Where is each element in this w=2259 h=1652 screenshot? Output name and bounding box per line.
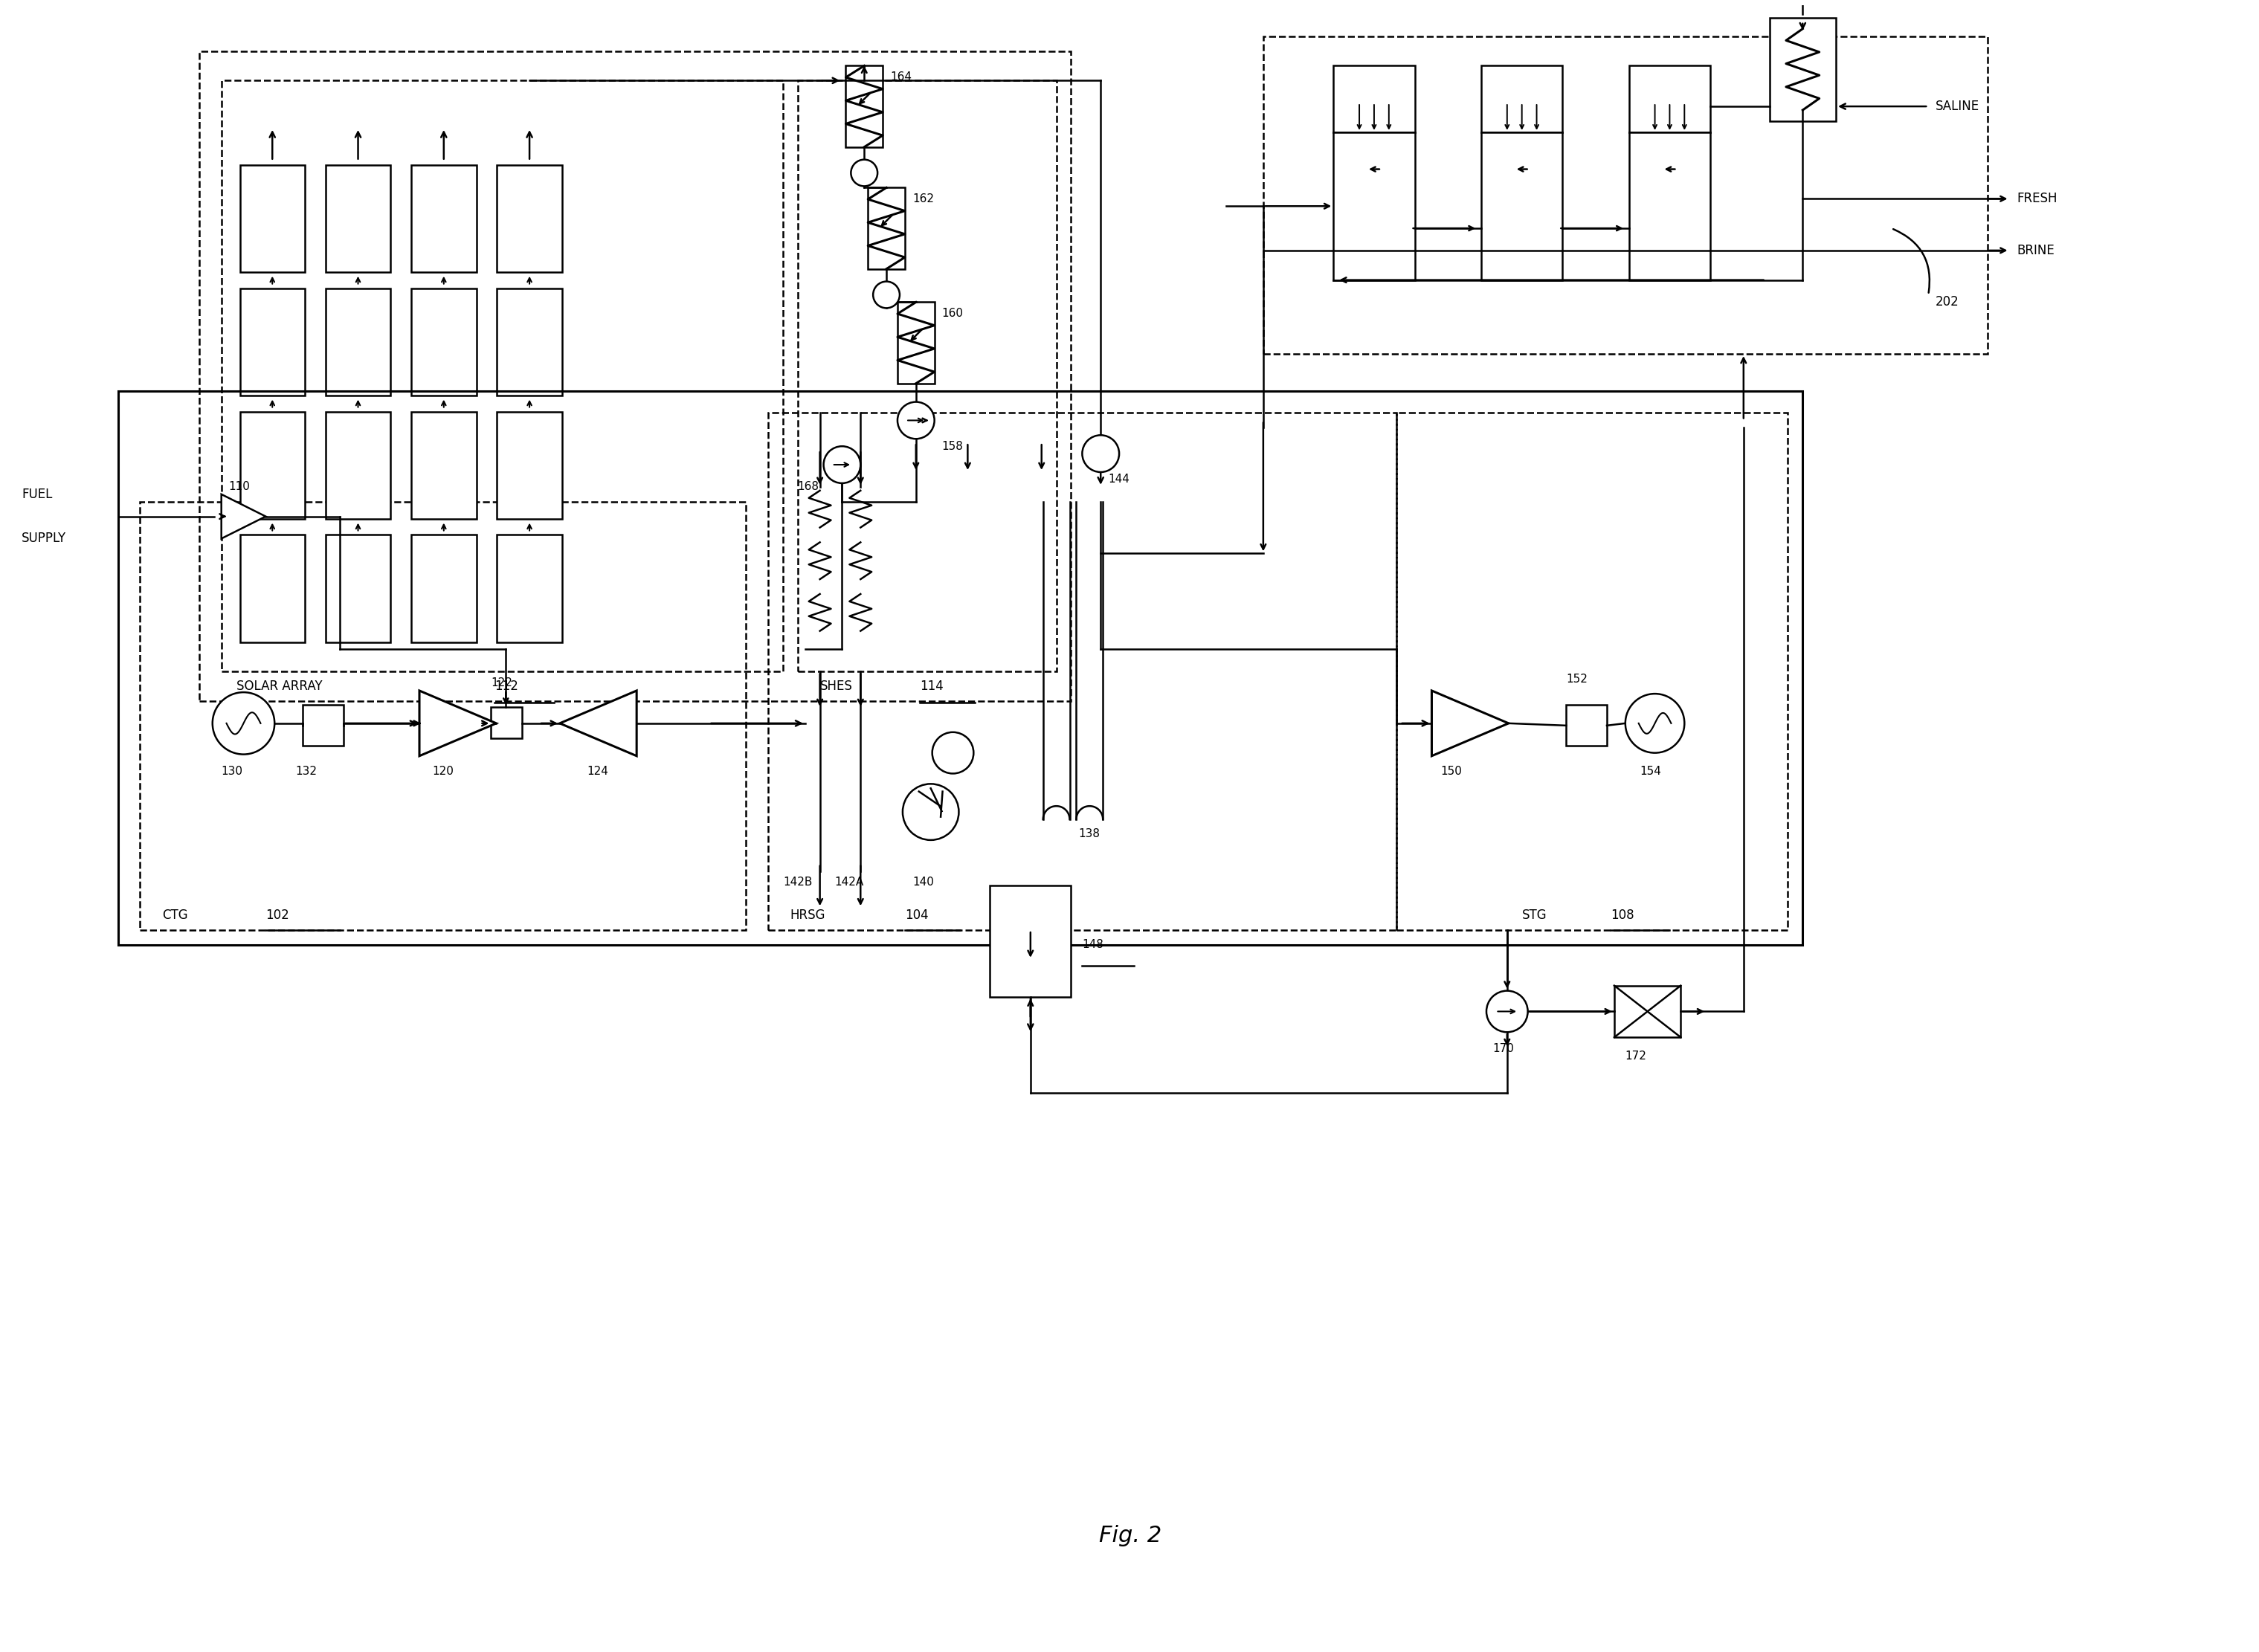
- Bar: [497, 287, 562, 395]
- Text: 108: 108: [1611, 909, 1633, 922]
- Text: FUEL: FUEL: [23, 487, 52, 501]
- Text: 104: 104: [906, 909, 928, 922]
- Bar: [1263, 36, 1988, 354]
- Bar: [239, 411, 305, 519]
- Circle shape: [1082, 434, 1118, 472]
- Text: 202: 202: [1936, 296, 1959, 309]
- Bar: [117, 392, 1803, 945]
- Text: STG: STG: [1523, 909, 1547, 922]
- Bar: [325, 411, 391, 519]
- Bar: [411, 165, 477, 273]
- Bar: [768, 413, 1396, 930]
- Bar: [497, 411, 562, 519]
- Text: 172: 172: [1624, 1051, 1647, 1061]
- Text: SOLAR ARRAY: SOLAR ARRAY: [237, 679, 323, 694]
- Bar: [239, 535, 305, 643]
- Text: FRESH: FRESH: [2017, 192, 2058, 205]
- Polygon shape: [1629, 132, 1710, 279]
- Circle shape: [872, 281, 899, 307]
- Circle shape: [825, 446, 861, 482]
- Text: CTG: CTG: [163, 909, 187, 922]
- Bar: [845, 66, 883, 147]
- Polygon shape: [420, 691, 497, 757]
- Bar: [1333, 66, 1414, 132]
- Bar: [797, 81, 1057, 672]
- Text: 130: 130: [221, 767, 244, 776]
- Text: 124: 124: [587, 767, 608, 776]
- Bar: [303, 705, 343, 745]
- Bar: [1482, 66, 1563, 132]
- Bar: [897, 302, 935, 383]
- Text: 122: 122: [490, 677, 513, 689]
- Text: 170: 170: [1493, 1042, 1514, 1054]
- Bar: [867, 188, 906, 269]
- Polygon shape: [221, 494, 267, 539]
- Polygon shape: [560, 691, 637, 757]
- Polygon shape: [1333, 132, 1414, 279]
- Text: 140: 140: [913, 877, 933, 887]
- Text: 110: 110: [228, 481, 251, 492]
- Bar: [239, 165, 305, 273]
- Text: 114: 114: [919, 679, 944, 694]
- Bar: [325, 165, 391, 273]
- Text: 138: 138: [1078, 829, 1100, 839]
- Text: 160: 160: [942, 307, 962, 319]
- Circle shape: [1486, 991, 1527, 1032]
- Circle shape: [933, 732, 974, 773]
- Text: 120: 120: [431, 767, 454, 776]
- Text: 148: 148: [1082, 940, 1105, 950]
- Text: 150: 150: [1441, 767, 1462, 776]
- Text: 144: 144: [1109, 474, 1130, 486]
- Text: 112: 112: [495, 679, 520, 694]
- Text: SUPPLY: SUPPLY: [23, 532, 66, 545]
- Text: 154: 154: [1640, 767, 1663, 776]
- Text: 132: 132: [296, 767, 316, 776]
- Text: BRINE: BRINE: [2017, 244, 2056, 258]
- Bar: [1396, 413, 1787, 930]
- Text: 142A: 142A: [834, 877, 863, 887]
- Text: Fig. 2: Fig. 2: [1098, 1525, 1161, 1546]
- Circle shape: [212, 692, 276, 755]
- Text: 152: 152: [1565, 674, 1588, 684]
- Polygon shape: [1482, 132, 1563, 279]
- Text: 142B: 142B: [784, 877, 813, 887]
- Text: HRSG: HRSG: [791, 909, 825, 922]
- Bar: [411, 287, 477, 395]
- Bar: [1615, 986, 1681, 1037]
- Bar: [140, 502, 745, 930]
- Text: 162: 162: [913, 193, 933, 205]
- Text: 158: 158: [942, 441, 962, 451]
- Polygon shape: [1432, 691, 1509, 757]
- Bar: [490, 707, 522, 738]
- Text: 164: 164: [890, 71, 913, 83]
- Bar: [411, 535, 477, 643]
- Bar: [989, 885, 1071, 996]
- Circle shape: [897, 401, 935, 439]
- Text: SHES: SHES: [820, 679, 852, 694]
- Circle shape: [852, 160, 876, 187]
- Bar: [497, 535, 562, 643]
- Bar: [497, 165, 562, 273]
- Bar: [325, 535, 391, 643]
- Bar: [1565, 705, 1606, 745]
- Circle shape: [1624, 694, 1685, 753]
- Bar: [325, 287, 391, 395]
- Bar: [411, 411, 477, 519]
- Bar: [1769, 18, 1837, 121]
- Bar: [239, 287, 305, 395]
- Bar: [1629, 66, 1710, 132]
- Text: 168: 168: [797, 481, 820, 492]
- Bar: [221, 81, 784, 672]
- Text: 102: 102: [267, 909, 289, 922]
- Text: SALINE: SALINE: [1936, 99, 1979, 112]
- Bar: [199, 51, 1071, 700]
